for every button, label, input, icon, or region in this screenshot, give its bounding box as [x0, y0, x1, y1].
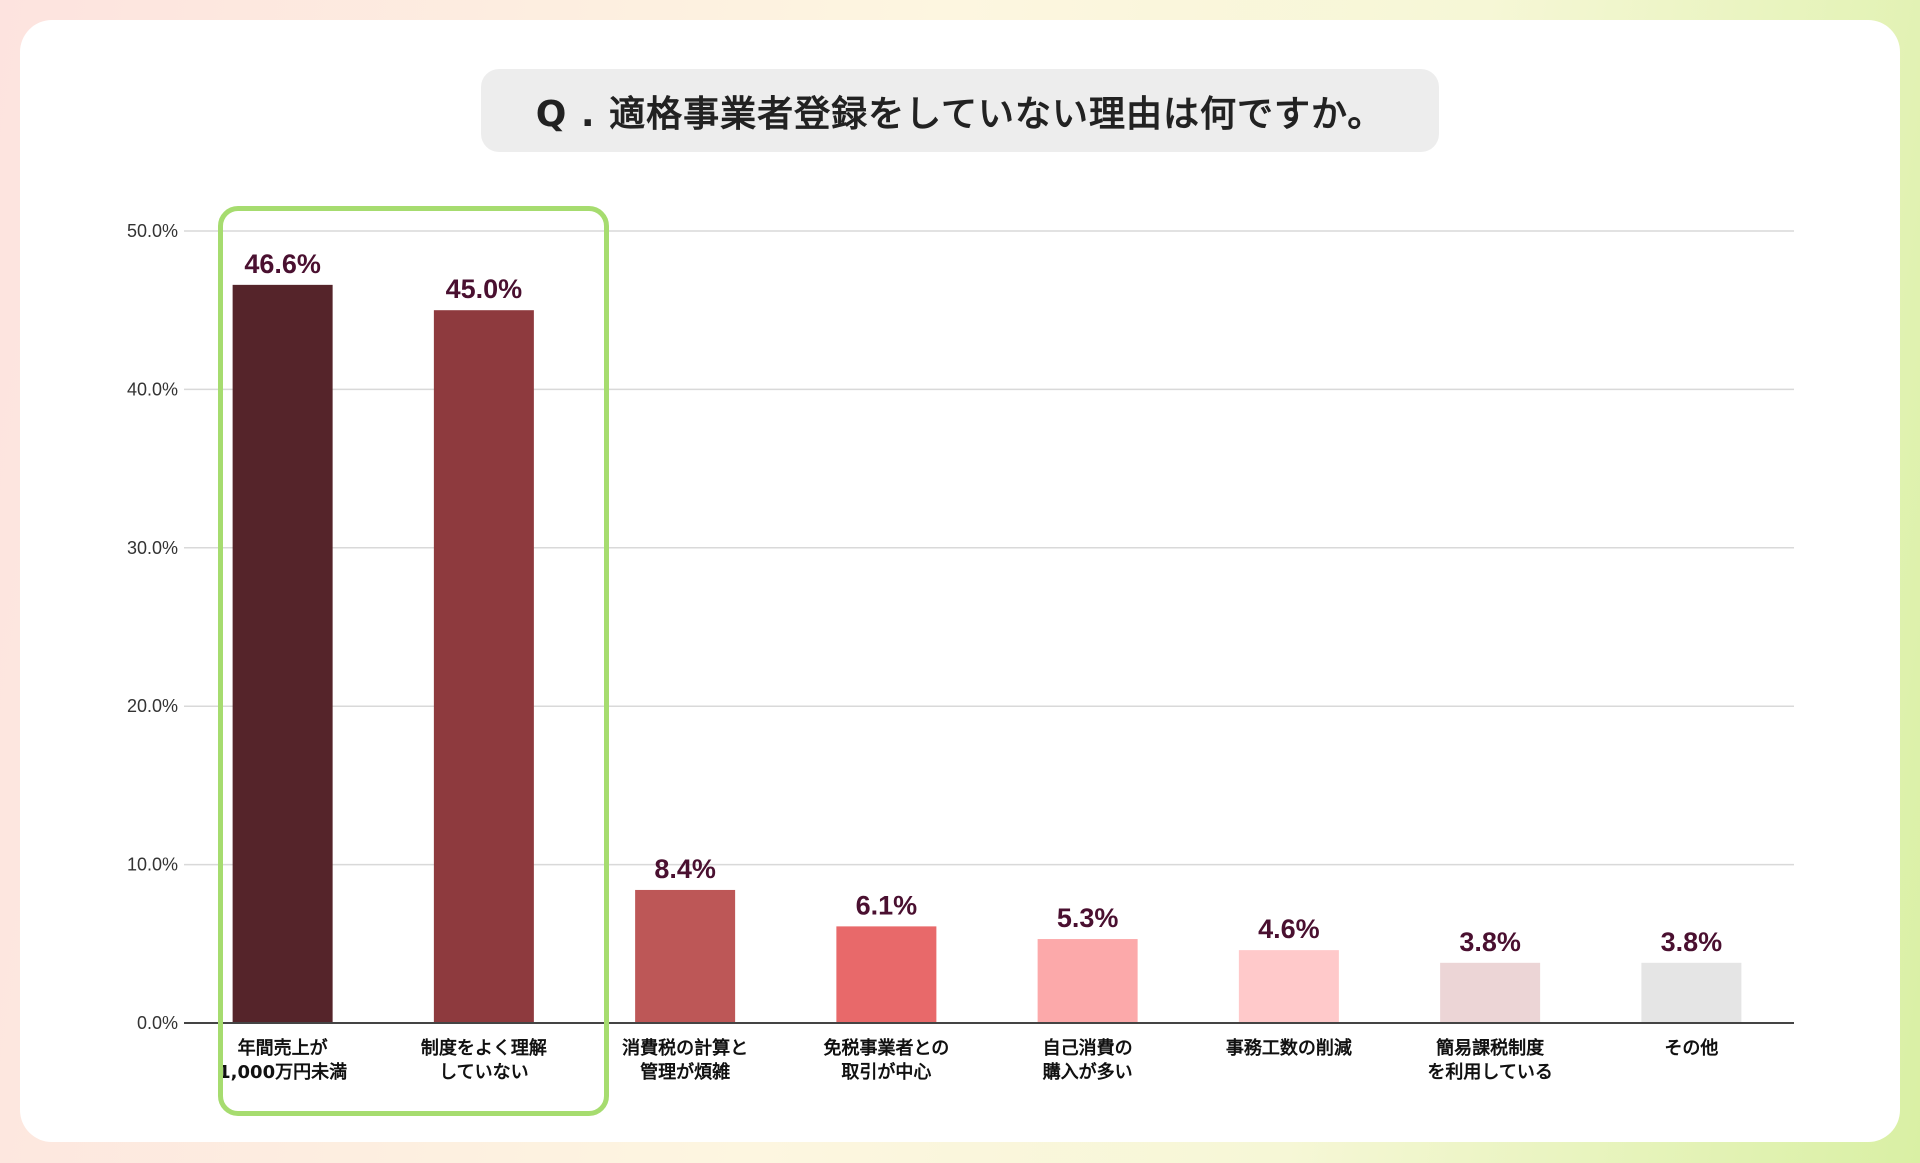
x-tick-label: その他 — [1664, 1037, 1718, 1059]
data-label: 5.3% — [1057, 903, 1119, 933]
x-tick-label: を利用している — [1427, 1061, 1552, 1083]
bar — [635, 889, 736, 1023]
chart-title: Q . 適格事業者登録をしていない理由は何ですか。 — [481, 69, 1439, 152]
x-tick-label: 管理が煩雑 — [640, 1061, 730, 1083]
y-tick-label: 50.0% — [127, 221, 178, 241]
x-tick-label: 消費税の計算と — [622, 1037, 748, 1059]
x-tick-label: 制度をよく理解 — [421, 1037, 547, 1059]
bar — [1440, 962, 1541, 1023]
data-label: 3.8% — [1661, 927, 1723, 957]
y-tick-label: 20.0% — [127, 696, 178, 716]
data-label: 3.8% — [1459, 927, 1521, 957]
data-label: 8.4% — [654, 854, 716, 884]
x-tick-label: 1,000万円未満 — [218, 1061, 347, 1083]
highlight-box — [218, 206, 609, 1116]
data-label: 4.6% — [1258, 914, 1320, 944]
bar — [1641, 962, 1742, 1023]
x-tick-label: 簡易課税制度 — [1436, 1037, 1545, 1059]
x-tick-label: 事務工数の削減 — [1226, 1037, 1352, 1059]
x-tick-label: 購入が多い — [1042, 1061, 1133, 1083]
y-tick-label: 40.0% — [127, 379, 178, 399]
x-tick-label: 年間売上が — [238, 1037, 328, 1059]
y-tick-label: 10.0% — [127, 855, 178, 875]
bar — [1037, 939, 1138, 1023]
y-tick-label: 30.0% — [127, 538, 178, 558]
data-label: 46.6% — [244, 249, 321, 279]
bar — [232, 284, 333, 1024]
data-label: 6.1% — [856, 890, 918, 920]
x-tick-label: していない — [439, 1062, 528, 1083]
x-tick-label: 免税事業者との — [823, 1037, 949, 1059]
data-label: 45.0% — [446, 274, 523, 304]
bar — [836, 926, 937, 1023]
x-tick-label: 取引が中心 — [841, 1061, 931, 1083]
bar — [1238, 950, 1339, 1023]
bar — [433, 310, 534, 1023]
y-tick-label: 0.0% — [137, 1013, 178, 1033]
x-tick-label: 自己消費の — [1043, 1037, 1133, 1059]
